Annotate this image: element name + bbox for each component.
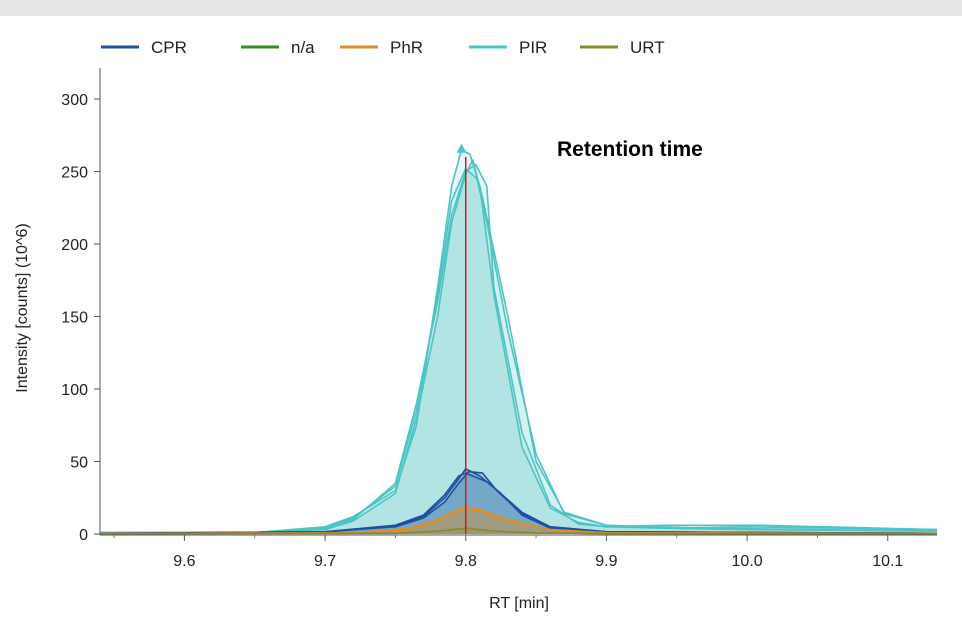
y-tick-label-0: 0: [79, 527, 88, 544]
series-line-urt-9: [99, 527, 938, 535]
x-tick-label-9.6: 9.6: [173, 553, 195, 570]
x-tick-label-9.8: 9.8: [455, 553, 477, 570]
series-fill-phr-7: [100, 506, 937, 534]
x-tick-label-10.0: 10.0: [732, 553, 763, 570]
top-toolbar-strip: [0, 0, 962, 16]
legend: CPR n/a PhR PIR URT: [101, 38, 665, 57]
series-line-cpr-5: [99, 470, 938, 535]
series-fill-phr-8: [100, 509, 937, 534]
y-tick-label-300: 300: [61, 92, 88, 109]
x-tick-label-9.9: 9.9: [595, 553, 617, 570]
y-tick-label-250: 250: [61, 165, 88, 182]
x-axis-label: RT [min]: [489, 595, 549, 612]
x-tick-label-9.7: 9.7: [314, 553, 336, 570]
y-tick-label-150: 150: [61, 310, 88, 327]
legend-label-na: n/a: [291, 38, 315, 57]
series-line-pir-1: [100, 163, 938, 534]
y-tick-label-100: 100: [61, 382, 88, 399]
series-fill-pir-1: [100, 164, 937, 535]
axes: 0 50 100 150 200 250 300 9.6 9.7 9.8 9.9 10.0 10.1: [61, 68, 937, 570]
legend-label-phr: PhR: [390, 38, 423, 57]
series-fill-cpr-4: [100, 468, 937, 534]
series-fill-pir-3: [100, 168, 937, 534]
series-fill-pir-2: [100, 159, 937, 534]
series-fills: [100, 149, 937, 535]
annotation-retention-time: Retention time: [557, 138, 703, 161]
y-tick-label-50: 50: [70, 455, 88, 472]
legend-label-pir: PIR: [519, 38, 547, 57]
peak-apex-marker: [456, 143, 467, 153]
y-axis-label: Intensity [counts] (10^6): [14, 223, 31, 392]
legend-label-urt: URT: [630, 38, 665, 57]
x-tick-label-10.1: 10.1: [872, 553, 903, 570]
series-fill-pir-0: [100, 149, 937, 535]
y-tick-label-200: 200: [61, 237, 88, 254]
legend-label-cpr: CPR: [151, 38, 187, 57]
